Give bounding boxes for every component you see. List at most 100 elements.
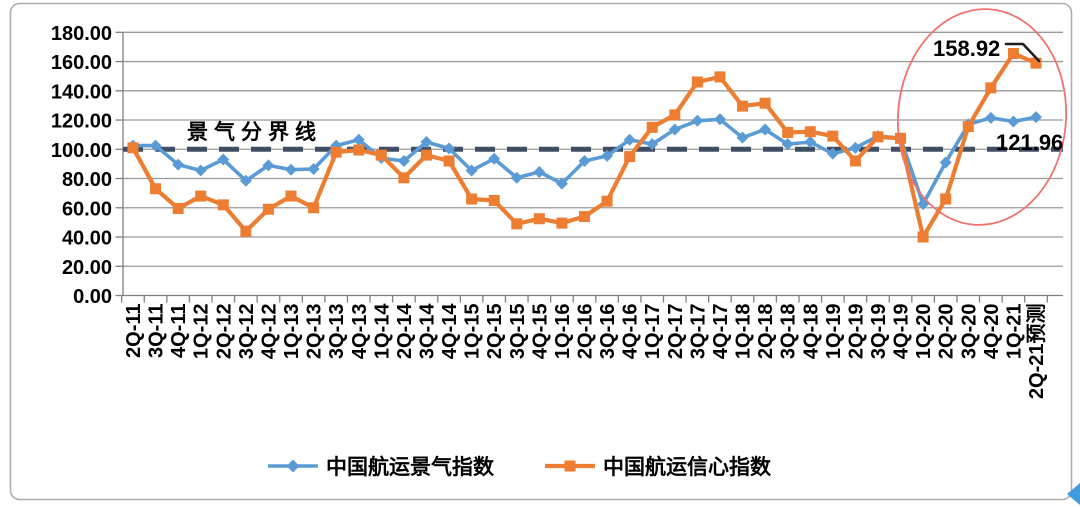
confidence-index-point	[240, 225, 252, 237]
confidence-index-point	[849, 155, 861, 167]
confidence-forecast-value: 158.92	[933, 36, 1000, 61]
x-axis-label: 2Q-20	[936, 304, 958, 360]
confidence-index-point	[827, 130, 839, 142]
confidence-index-point	[443, 155, 455, 167]
confidence-index-point	[488, 194, 500, 206]
x-axis-label: 3Q-15	[507, 304, 529, 360]
prosperity-index-point	[533, 165, 546, 178]
prosperity-index-point	[217, 153, 230, 166]
legend: 中国航运景气指数 中国航运信心指数	[268, 455, 772, 479]
y-axis-label: 20.00	[62, 257, 112, 279]
x-axis-label: 2Q-16	[575, 304, 597, 360]
boundary-line-label: 景气分界线	[187, 120, 322, 144]
prosperity-index-point	[262, 159, 275, 172]
x-axis-label: 1Q-13	[281, 304, 303, 360]
confidence-index-point	[737, 100, 749, 112]
y-axis-label: 160.00	[51, 52, 112, 74]
prosperity-index-point	[939, 156, 952, 169]
confidence-index-point	[579, 211, 590, 223]
x-axis-label: 3Q-13	[326, 304, 348, 360]
x-axis-label: 4Q-14	[439, 303, 461, 359]
y-axis-label: 40.00	[62, 228, 112, 250]
x-axis-label: 1Q-14	[371, 303, 393, 359]
prosperity-legend-diamond-icon	[286, 459, 300, 473]
x-axis-label: 3Q-11	[146, 304, 168, 358]
confidence-index-point	[420, 149, 432, 161]
confidence-index-point	[1030, 57, 1042, 69]
x-axis-label: 1Q-19	[823, 304, 845, 360]
prosperity-index-point	[149, 139, 162, 152]
legend-item-confidence: 中国航运信心指数	[545, 455, 772, 479]
prosperity-index-point	[646, 138, 659, 151]
prosperity-index-point	[623, 133, 636, 146]
prosperity-index-point	[713, 113, 726, 126]
confidence-index-point	[511, 218, 523, 230]
confidence-index-point	[353, 144, 365, 156]
prosperity-index-point	[601, 149, 614, 162]
x-axis-label: 2Q-17	[665, 304, 687, 360]
x-axis-label: 3Q-17	[687, 304, 709, 360]
prosperity-index-point	[285, 163, 298, 176]
prosperity-index-point	[668, 123, 681, 136]
prosperity-index-point	[510, 171, 523, 184]
x-axis-label: 4Q-16	[620, 304, 642, 360]
prosperity-legend-label: 中国航运景气指数	[326, 455, 495, 479]
x-axis-label: 2Q-11	[123, 304, 145, 358]
prosperity-index-point	[826, 147, 839, 160]
x-axis-labels: 2Q-11 3Q-11 4Q-11 1Q-12 2Q-12 3Q-12 4Q-12 1Q-13…	[123, 303, 1048, 399]
x-axis-label: 3Q-19	[868, 304, 890, 360]
gridlines	[123, 31, 1063, 267]
x-axis-label: 1Q-18	[733, 304, 755, 360]
confidence-index-point	[466, 193, 478, 205]
confidence-index-point	[782, 126, 794, 138]
x-axis-label: 3Q-12	[236, 304, 258, 360]
prosperity-index-point	[578, 154, 591, 167]
confidence-index-point	[895, 132, 907, 144]
prosperity-index-point	[804, 135, 817, 148]
y-axis-label: 180.00	[51, 23, 112, 45]
y-axis-label: 0.00	[73, 286, 112, 308]
prosperity-index-point	[397, 154, 410, 167]
x-axis-label: 4Q-12	[258, 304, 280, 360]
x-axis-label: 1Q-17	[642, 304, 664, 360]
x-axis-label: 1Q-15	[462, 304, 484, 360]
confidence-legend-label: 中国航运信心指数	[603, 455, 772, 479]
axes	[115, 31, 1063, 303]
x-axis-label: 4Q-20	[981, 304, 1003, 360]
prosperity-index-point	[239, 174, 252, 187]
confidence-index-point	[669, 109, 681, 121]
callout-line	[1004, 42, 1041, 63]
prosperity-index-point	[759, 123, 772, 136]
legend-item-prosperity: 中国航运景气指数	[268, 455, 495, 479]
prosperity-index-point	[736, 131, 749, 144]
x-axis-label: 2Q-12	[213, 304, 235, 360]
prosperity-forecast-value: 121.96	[996, 130, 1063, 155]
x-axis-label: 4Q-11	[168, 304, 190, 358]
x-axis-label: 2Q-13	[304, 304, 326, 360]
x-axis-label: 4Q-19	[891, 304, 913, 360]
confidence-index-point	[1007, 48, 1019, 60]
prosperity-index-point	[1007, 115, 1020, 128]
y-axis-label: 140.00	[51, 81, 112, 103]
highlight-ellipse	[896, 8, 1068, 226]
confidence-index-point	[195, 190, 207, 202]
prosperity-index-point	[172, 158, 185, 171]
chart-border	[9, 2, 1073, 501]
confidence-index-point	[285, 190, 297, 202]
x-axis-label: 4Q-17	[710, 304, 732, 360]
confidence-index-point	[985, 82, 997, 94]
prosperity-index-point	[443, 142, 456, 155]
x-axis-label: 2Q-18	[755, 304, 777, 360]
prosperity-index-point	[307, 163, 320, 176]
x-axis-label: 4Q-18	[800, 304, 822, 360]
confidence-index-point	[872, 131, 884, 143]
confidence-index-point	[601, 195, 613, 207]
confidence-index-point	[556, 217, 568, 229]
prosperity-index-point	[781, 138, 794, 151]
confidence-index-point	[330, 146, 342, 158]
confidence-index-point	[962, 121, 974, 133]
y-axis-labels: 0.00 20.00 40.00 60.00 80.00 100.00 120.00 140.…	[51, 23, 112, 308]
prosperity-index-point	[194, 164, 207, 177]
